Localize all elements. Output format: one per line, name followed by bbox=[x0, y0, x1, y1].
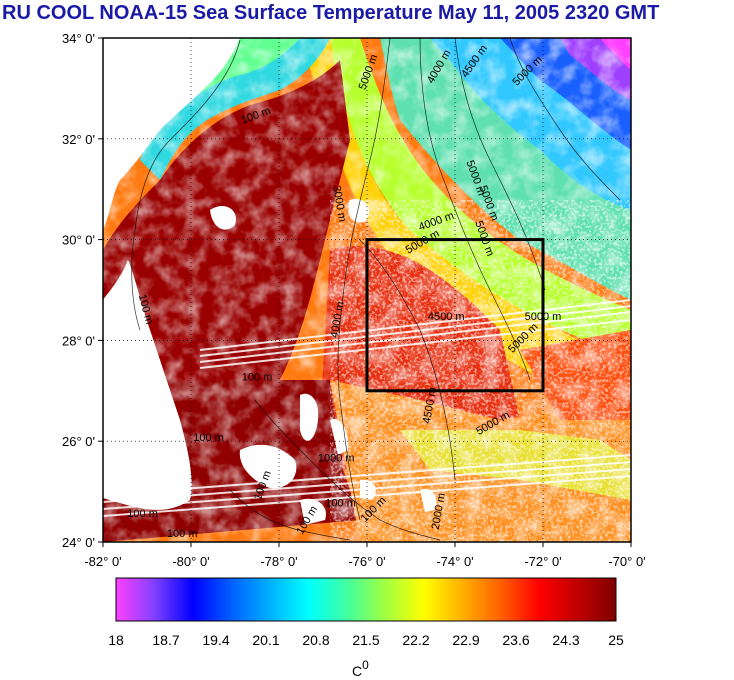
lon-tick-label: -78° 0' bbox=[260, 554, 297, 569]
colorbar-tick-label: 20.8 bbox=[302, 632, 329, 648]
contour-label: 5000 m bbox=[525, 311, 562, 323]
lon-tick-label: -70° 0' bbox=[608, 554, 645, 569]
lon-tick-label: -82° 0' bbox=[84, 554, 121, 569]
colorbar-tick-label: 25 bbox=[608, 632, 624, 648]
lat-tick-label: 24° 0' bbox=[62, 535, 95, 550]
bathymetry-contours bbox=[131, 38, 621, 541]
lat-tick-label: 26° 0' bbox=[62, 434, 95, 449]
colorbar-tick-label: 22.9 bbox=[452, 632, 479, 648]
contour-label: 4500 m bbox=[428, 311, 465, 323]
latitude-axis: 34° 0' 32° 0' 30° 0' 28° 0' 26° 0' 24° 0' bbox=[62, 31, 103, 550]
lon-tick-label: -74° 0' bbox=[436, 554, 473, 569]
lat-tick-label: 32° 0' bbox=[62, 132, 95, 147]
florida-peninsula bbox=[103, 260, 192, 510]
study-area-box bbox=[365, 238, 545, 393]
colorbar-tick-label: 23.6 bbox=[502, 632, 529, 648]
colorbar-tick-label: 22.2 bbox=[402, 632, 429, 648]
colorbar-tick-label: 18.7 bbox=[152, 632, 179, 648]
lat-tick-label: 28° 0' bbox=[62, 333, 95, 348]
colorbar-tick-label: 19.4 bbox=[202, 632, 229, 648]
lon-tick-label: -72° 0' bbox=[524, 554, 561, 569]
contour-label: 1000 m bbox=[318, 452, 355, 464]
contour-label: 100 m bbox=[167, 528, 198, 540]
lon-tick-label: -76° 0' bbox=[348, 554, 385, 569]
colorbar-unit: C0 bbox=[352, 658, 369, 679]
colorbar-tick-label: 21.5 bbox=[352, 632, 379, 648]
lon-tick-label: -80° 0' bbox=[172, 554, 209, 569]
page-title: RU COOL NOAA-15 Sea Surface Temperature … bbox=[2, 2, 660, 24]
lat-tick-label: 30° 0' bbox=[62, 233, 95, 248]
colorbar bbox=[115, 577, 617, 622]
contour-label: 100 m bbox=[242, 372, 273, 384]
colorbar-tick-label: 20.1 bbox=[252, 632, 279, 648]
bahamas-islands bbox=[210, 199, 437, 525]
lat-tick-label: 34° 0' bbox=[62, 31, 95, 46]
contour-label: 100 m bbox=[325, 498, 356, 510]
contour-label: 100 m bbox=[193, 432, 224, 444]
contour-label: 100 m bbox=[127, 508, 158, 520]
land-mass bbox=[103, 38, 240, 230]
colorbar-ticks: 18 18.7 19.4 20.1 20.8 21.5 22.2 22.9 23.6 24.3 25 bbox=[108, 632, 624, 648]
longitude-axis: -82° 0' -80° 0' -78° 0' -76° 0' -74° 0' -72° … bbox=[84, 542, 646, 569]
colorbar-tick-label: 18 bbox=[108, 632, 124, 648]
colorbar-tick-label: 24.3 bbox=[552, 632, 579, 648]
